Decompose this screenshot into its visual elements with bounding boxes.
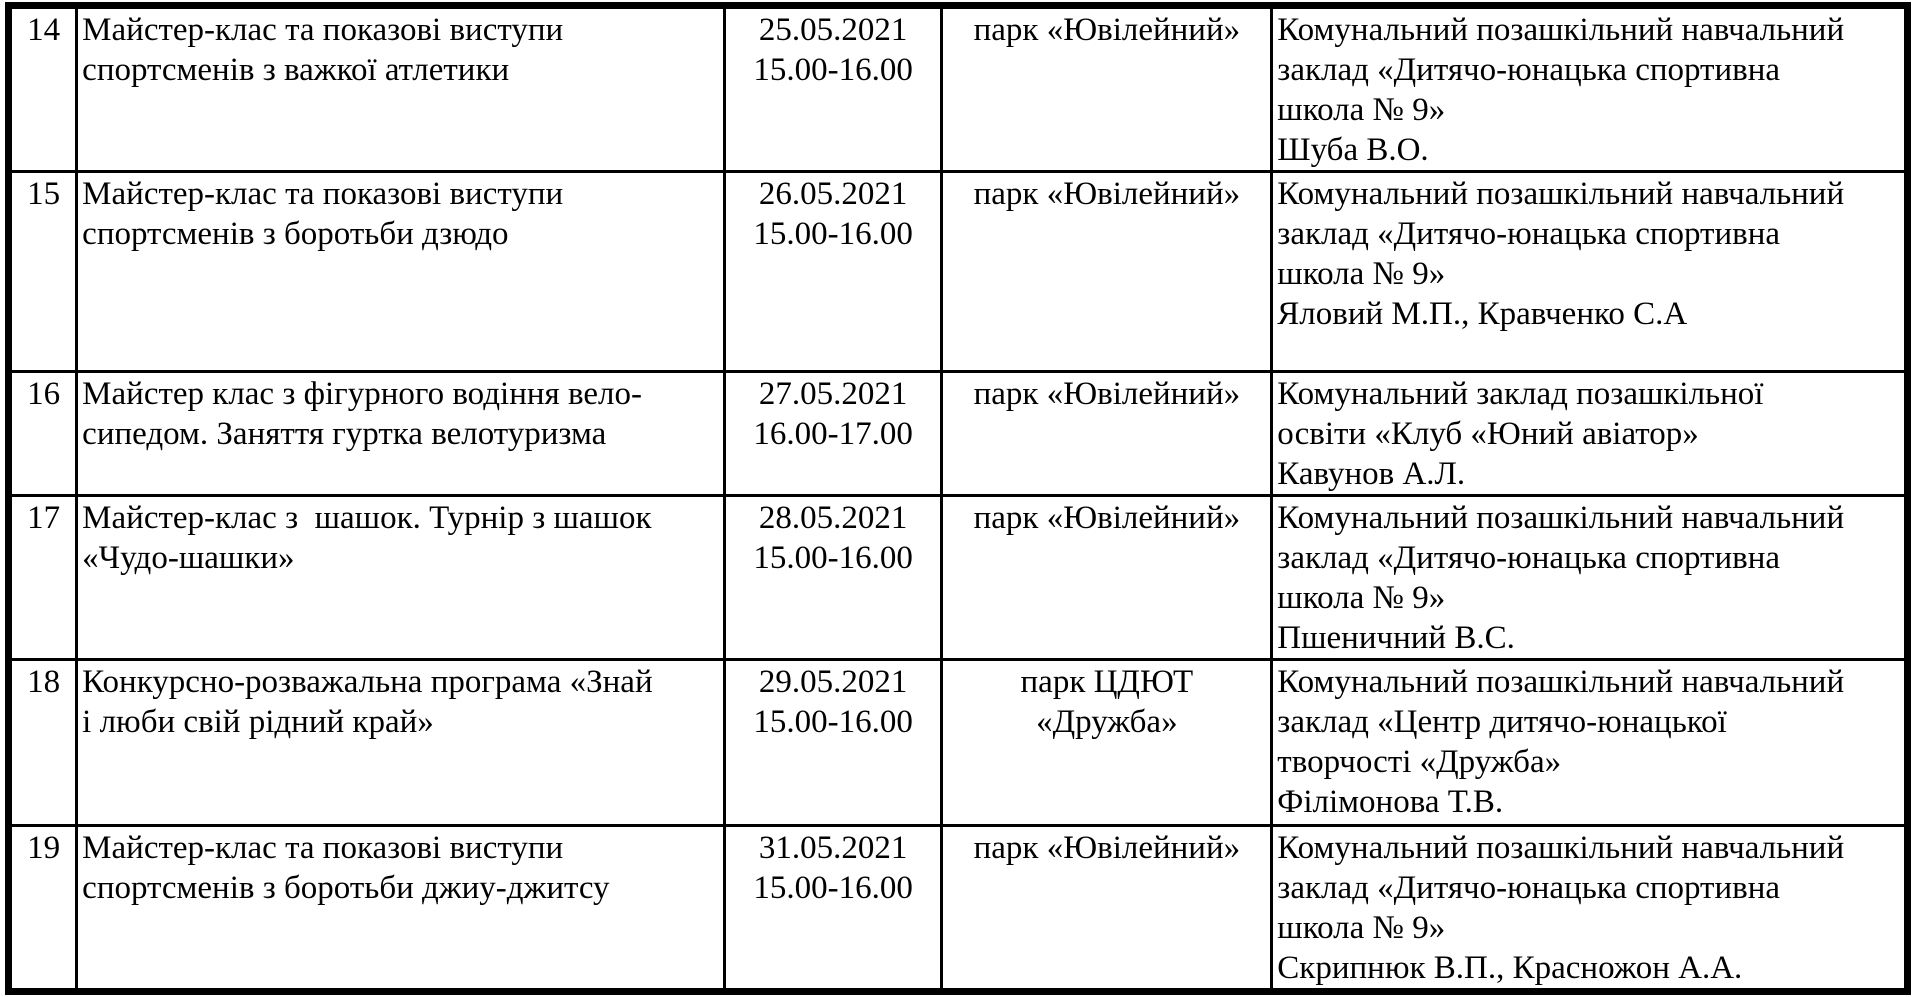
event-cell: Майстер-клас та показові виступи спортсм… (75, 170, 726, 373)
table-row: 18 Конкурсно-розважальна програма «Знай … (8, 658, 1907, 827)
row-number-cell: 19 (8, 824, 79, 991)
row-number-cell: 17 (8, 494, 79, 661)
datetime-cell: 27.05.2021 16.00-17.00 (722, 370, 944, 497)
event-cell: Майстер-клас з шашок. Турнір з шашок «Чу… (75, 494, 726, 661)
location-cell: парк «Ювілейний» (940, 370, 1274, 497)
event-cell: Майстер-клас та показові виступи спортсм… (75, 6, 726, 173)
organizer-cell: Комунальний позашкільний навчальний закл… (1270, 658, 1907, 827)
location-cell: парк «Ювілейний» (940, 6, 1274, 173)
datetime-cell: 28.05.2021 15.00-16.00 (722, 494, 944, 661)
event-cell: Майстер-клас та показові виступи спортсм… (75, 824, 726, 991)
row-number-cell: 14 (8, 6, 79, 173)
organizer-cell: Комунальний заклад позашкільної освіти «… (1270, 370, 1907, 497)
datetime-cell: 29.05.2021 15.00-16.00 (722, 658, 944, 827)
row-number-cell: 15 (8, 170, 79, 373)
datetime-cell: 31.05.2021 15.00-16.00 (722, 824, 944, 991)
row-number-cell: 18 (8, 658, 79, 827)
table-row: 17 Майстер-клас з шашок. Турнір з шашок … (8, 494, 1907, 661)
location-cell: парк ЦДЮТ «Дружба» (940, 658, 1274, 827)
table-row: 16 Майстер клас з фігурного водіння вело… (8, 370, 1907, 497)
table-row: 19 Майстер-клас та показові виступи спор… (8, 824, 1907, 991)
row-number-cell: 16 (8, 370, 79, 497)
table-row: 14 Майстер-клас та показові виступи спор… (8, 6, 1907, 173)
event-cell: Майстер клас з фігурного водіння вело- с… (75, 370, 726, 497)
location-cell: парк «Ювілейний» (940, 170, 1274, 373)
organizer-cell: Комунальний позашкільний навчальний закл… (1270, 824, 1907, 991)
location-cell: парк «Ювілейний» (940, 494, 1274, 661)
organizer-cell: Комунальний позашкільний навчальний закл… (1270, 6, 1907, 173)
datetime-cell: 25.05.2021 15.00-16.00 (722, 6, 944, 173)
datetime-cell: 26.05.2021 15.00-16.00 (722, 170, 944, 373)
organizer-cell: Комунальний позашкільний навчальний закл… (1270, 170, 1907, 373)
event-cell: Конкурсно-розважальна програма «Знай і л… (75, 658, 726, 827)
organizer-cell: Комунальний позашкільний навчальний закл… (1270, 494, 1907, 661)
events-schedule-table: 14 Майстер-клас та показові виступи спор… (5, 2, 1911, 995)
table-row: 15 Майстер-клас та показові виступи спор… (8, 170, 1907, 373)
location-cell: парк «Ювілейний» (940, 824, 1274, 991)
